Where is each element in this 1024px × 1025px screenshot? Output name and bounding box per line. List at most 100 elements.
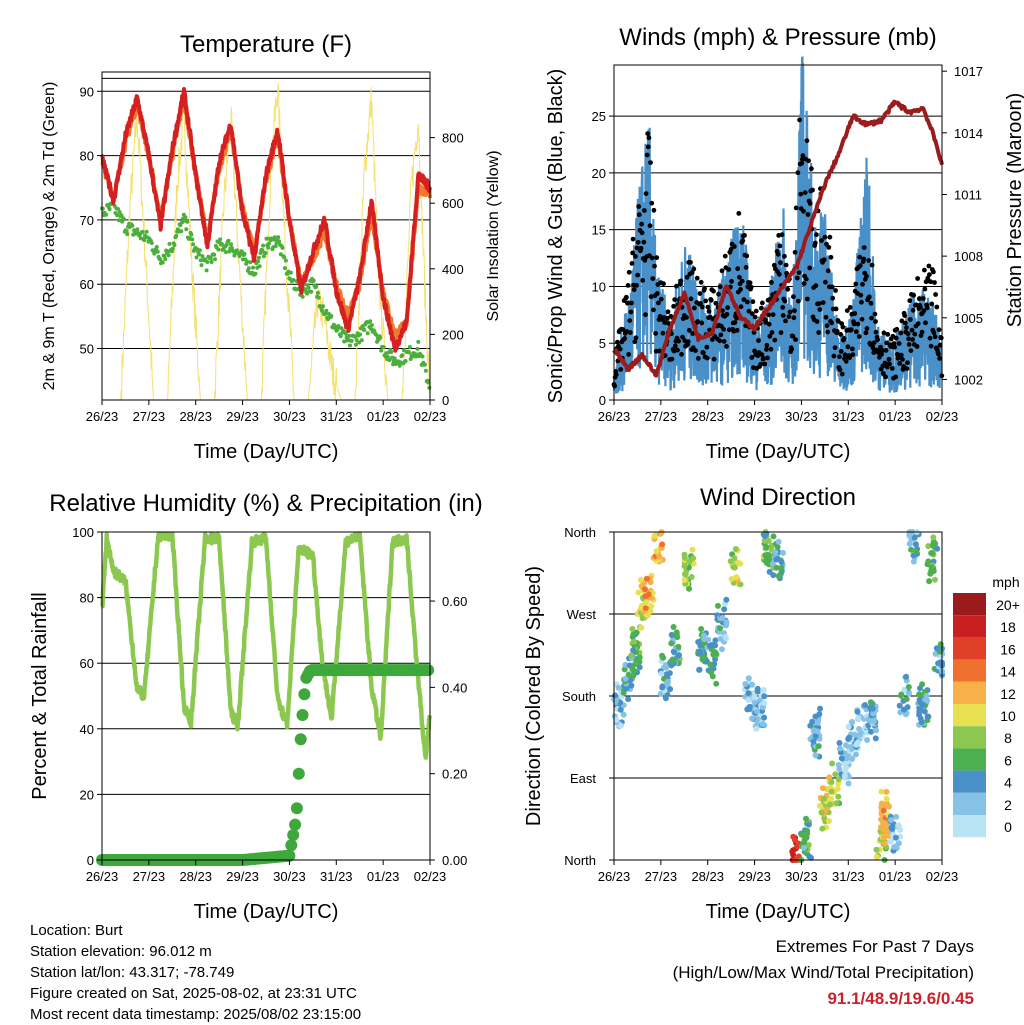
x-tick-label: 26/23: [598, 869, 631, 884]
gust-point: [807, 201, 813, 206]
direction-point: [728, 576, 735, 582]
direction-point: [913, 548, 920, 555]
dewpoint-point: [257, 264, 262, 269]
gust-point: [921, 308, 927, 314]
direction-point: [712, 637, 719, 644]
dewpoint-point: [130, 223, 135, 228]
gust-point: [825, 329, 831, 335]
dewpoint-point: [229, 242, 233, 247]
gust-point: [851, 321, 857, 327]
gust-point: [796, 298, 801, 304]
dewpoint-point: [397, 363, 402, 368]
direction-point: [901, 706, 907, 713]
gust-point: [816, 301, 822, 306]
direction-title: Wind Direction: [700, 484, 856, 511]
gust-point: [909, 327, 915, 333]
gust-point: [793, 205, 799, 211]
gust-point: [804, 138, 810, 144]
gust-point: [892, 344, 897, 350]
rainfall-point: [287, 829, 300, 841]
direction-point: [873, 846, 880, 853]
y2-tick-label: 0.00: [442, 853, 467, 868]
dewpoint-point: [369, 323, 374, 328]
y-tick-label: 50: [80, 342, 94, 357]
dewpoint-point: [362, 328, 367, 332]
gust-point: [799, 160, 805, 166]
direction-point: [713, 680, 720, 687]
temperature-series: [100, 83, 432, 401]
direction-point: [851, 731, 858, 738]
direction-point: [681, 554, 688, 561]
gust-point: [847, 305, 853, 310]
y2-tick-label: 1002: [954, 372, 983, 387]
gust-point: [825, 268, 831, 274]
direction-point: [798, 831, 805, 838]
direction-point: [761, 714, 768, 721]
dewpoint-point: [407, 345, 412, 349]
gust-point: [713, 300, 719, 306]
gust-point: [923, 320, 928, 326]
gust-point: [724, 344, 729, 349]
gust-point: [790, 333, 796, 339]
gust-point: [618, 367, 624, 372]
direction-point: [906, 540, 913, 547]
gust-point: [838, 349, 844, 354]
direction-point: [836, 740, 843, 746]
x-tick-label: 29/23: [738, 869, 771, 884]
gust-point: [938, 335, 944, 341]
dewpoint-point: [200, 254, 205, 259]
dewpoint-point: [423, 362, 427, 367]
dewpoint-point: [197, 248, 202, 253]
dewpoint-point: [291, 278, 296, 282]
gust-point: [801, 208, 806, 214]
gust-point: [765, 355, 770, 361]
dewpoint-point: [227, 249, 232, 254]
gust-point: [881, 330, 887, 336]
direction-point: [854, 708, 861, 715]
gust-point: [858, 292, 864, 298]
dewpoint-point: [140, 229, 145, 234]
gust-point: [783, 262, 789, 268]
dewpoint-point: [316, 295, 321, 300]
gust-point: [641, 239, 647, 245]
direction-point: [631, 667, 638, 674]
direction-point: [773, 564, 780, 571]
gust-point: [778, 260, 783, 266]
direction-point: [917, 699, 924, 706]
direction-point: [769, 560, 776, 567]
gust-point: [814, 319, 820, 324]
gust-point: [914, 344, 920, 349]
direction-point: [828, 779, 835, 786]
speed-legend-label: 0: [1004, 819, 1012, 835]
direction-point: [759, 721, 766, 728]
x-tick-label: 28/23: [691, 409, 724, 424]
speed-legend-label: 10: [1000, 708, 1016, 724]
direction-point: [671, 649, 678, 656]
gust-point: [936, 351, 941, 357]
gust-point: [649, 255, 655, 261]
direction-point: [681, 563, 688, 570]
direction-point: [856, 726, 862, 732]
x-tick-label: 02/23: [414, 869, 447, 884]
dewpoint-point: [280, 245, 285, 250]
gust-point: [839, 371, 845, 377]
x-tick-label: 31/23: [832, 869, 865, 884]
x-tick-label: 30/23: [273, 869, 306, 884]
y2-tick-label: 1017: [954, 64, 983, 79]
gust-point: [658, 296, 664, 302]
gust-point: [731, 244, 737, 249]
gust-point: [639, 221, 644, 227]
x-tick-label: 01/23: [879, 869, 912, 884]
gust-point: [769, 280, 774, 285]
direction-point: [819, 785, 826, 792]
direction-point: [815, 743, 822, 750]
dewpoint-point: [179, 229, 184, 234]
gust-point: [845, 344, 851, 350]
gust-point: [875, 337, 881, 343]
gust-point: [871, 340, 877, 345]
y-tick-label: 80: [80, 149, 94, 164]
y2-tick-label: 400: [442, 262, 464, 277]
gust-point: [864, 273, 869, 279]
winds-ticks: 0 5 10 15 20 25 1002 1005 1008 1011 1014 1017 26/23 2…: [592, 64, 983, 424]
gust-point: [891, 341, 897, 346]
